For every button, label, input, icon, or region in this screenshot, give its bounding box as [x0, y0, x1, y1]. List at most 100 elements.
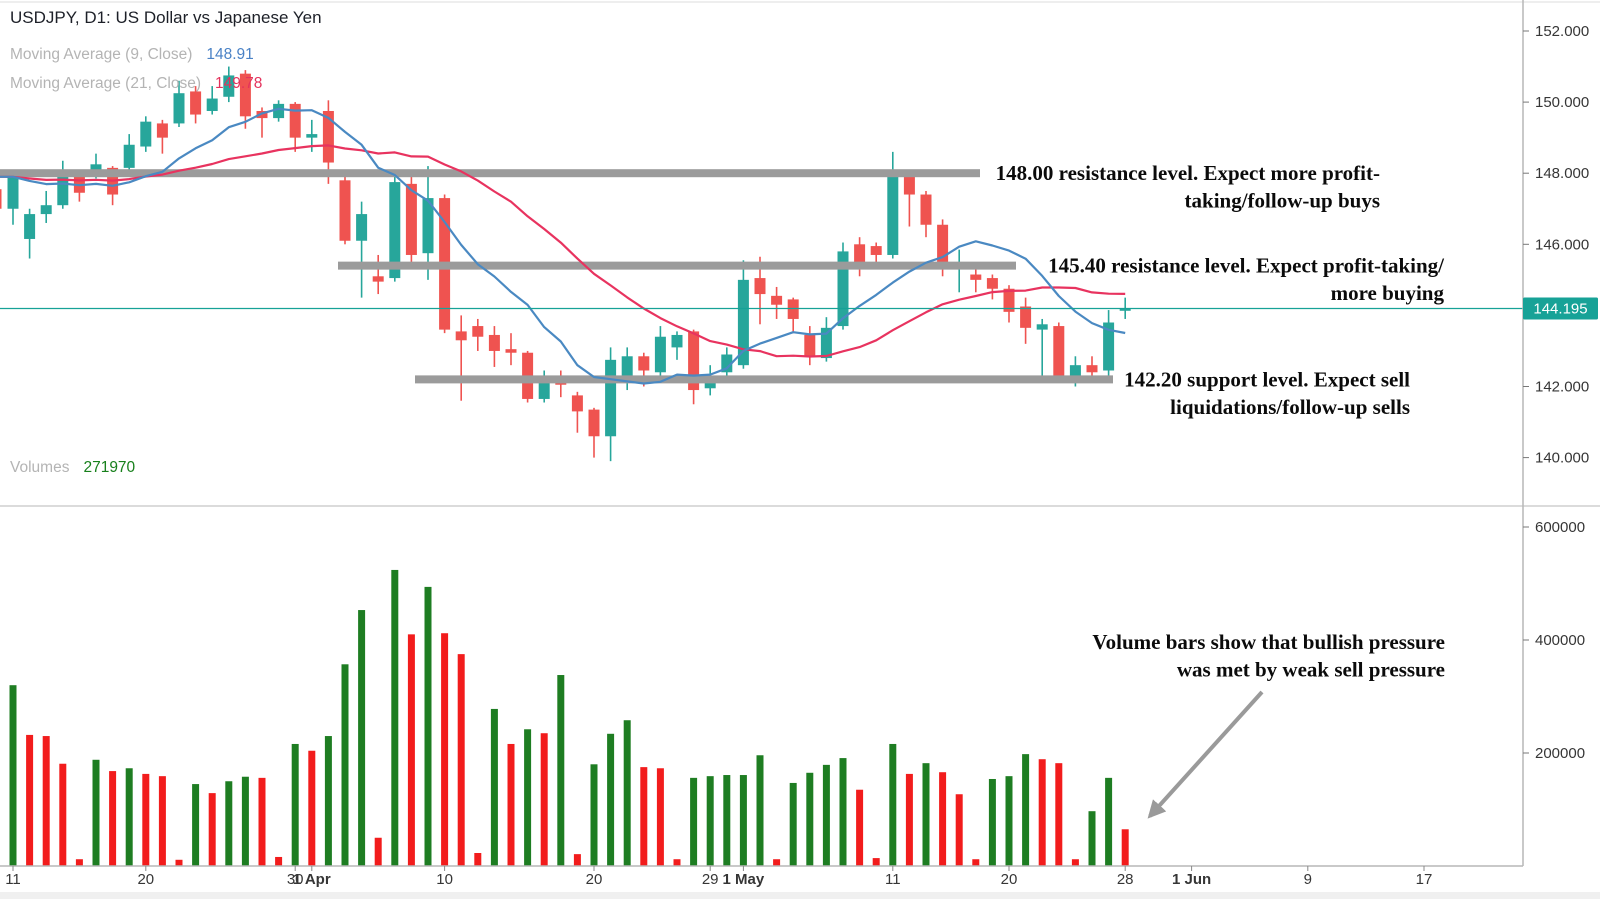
ma9-legend-row[interactable]: Moving Average (9, Close) 148.91 [10, 46, 254, 64]
candle-body [903, 174, 915, 195]
volume-bar [706, 776, 714, 866]
volume-bar [573, 854, 581, 866]
candle-body [937, 224, 949, 270]
volume-bar [1105, 777, 1113, 866]
candle-body [1086, 365, 1098, 373]
candle-body [455, 331, 467, 341]
volume-bar [26, 734, 34, 866]
date-axis-label: 20 [137, 871, 154, 888]
candle-body [322, 110, 334, 163]
last-price-badge-label: 144.195 [1533, 300, 1587, 317]
candle-body [538, 381, 550, 399]
volume-axis-label: 400000 [1535, 632, 1585, 649]
volume-bar [490, 708, 498, 866]
candle-body [721, 354, 733, 373]
candle-body [306, 134, 318, 138]
volume-bar [142, 773, 150, 866]
volume-bar [1055, 763, 1063, 866]
price-axis-label: 142.000 [1535, 379, 1589, 396]
volume-bar [407, 634, 415, 866]
ma21-legend-row[interactable]: Moving Average (21, Close) 149.78 [10, 75, 262, 93]
candle-body [57, 171, 69, 206]
volume-bar [839, 758, 847, 866]
candle-body [1053, 326, 1065, 376]
candle-body [688, 331, 700, 391]
candle-body [1103, 322, 1115, 371]
candle-body [1020, 306, 1032, 328]
volume-bar [208, 793, 216, 866]
price-axis-label: 146.000 [1535, 236, 1589, 253]
date-axis-label: 17 [1416, 871, 1433, 888]
volume-bar [955, 794, 963, 866]
volume-annotation: Volume bars show that bullish pressure [1092, 630, 1445, 654]
annotation-arrow [1147, 690, 1264, 819]
volume-bar [723, 775, 731, 866]
level-annotation: 142.20 support level. Expect sell [1124, 367, 1410, 391]
volume-bar [905, 773, 913, 866]
candle-body [787, 299, 799, 319]
date-axis-label: 28 [1117, 871, 1134, 888]
volume-bar [441, 633, 449, 866]
date-axis-label: 20 [586, 871, 603, 888]
volume-bar [291, 743, 299, 866]
date-axis-label: 1 Jun [1172, 871, 1211, 888]
level-bar [0, 169, 980, 178]
date-axis-label: 1 May [723, 871, 765, 888]
candle-body [206, 98, 218, 111]
level-annotation: 145.40 resistance level. Expect profit-t… [1048, 254, 1445, 278]
volume-bar [939, 772, 947, 866]
volume-bar [822, 764, 830, 866]
volumes-legend-label: Volumes [10, 459, 70, 476]
volume-bar [690, 777, 698, 866]
candle-body [737, 279, 749, 366]
candle-body [273, 103, 285, 119]
volume-bar [75, 859, 83, 866]
volume-bar [225, 781, 233, 866]
volume-bar [457, 654, 465, 866]
candle-body [621, 356, 633, 376]
candle-body [654, 336, 666, 373]
candle-body [422, 198, 434, 254]
volume-bar [192, 784, 200, 866]
ma9-legend-value: 148.91 [206, 46, 254, 63]
level-bar [338, 261, 1016, 270]
candle-body [40, 205, 52, 215]
candle-body [488, 334, 500, 351]
volume-bar [358, 610, 366, 866]
volume-bar [806, 772, 814, 866]
volume-bar [391, 569, 399, 866]
volume-bar [474, 853, 482, 866]
ma21-line [0, 144, 1126, 358]
volume-bar [275, 856, 283, 866]
volume-bar [739, 775, 747, 866]
candle-body [505, 349, 517, 353]
volume-bar [524, 729, 532, 866]
volume-bar [308, 750, 316, 866]
candles [0, 66, 1131, 462]
candle-body [405, 183, 417, 255]
candle-body [986, 278, 998, 289]
price-axis-label: 152.000 [1535, 23, 1589, 40]
volumes-legend-row[interactable]: Volumes 271970 [10, 459, 135, 477]
volume-bar [972, 859, 980, 866]
volume-pane [9, 569, 1129, 866]
volume-bar [1088, 811, 1096, 866]
volume-annotation: was met by weak sell pressure [1177, 658, 1445, 682]
date-axis-label: 10 [436, 871, 453, 888]
volume-bar [988, 778, 996, 866]
volume-bar [241, 776, 249, 866]
date-axis-label: 11 [5, 871, 21, 888]
volume-bar [1121, 829, 1129, 866]
candle-body [123, 144, 135, 168]
date-axis-label: 1 Apr [293, 871, 331, 888]
volume-bar [773, 859, 781, 866]
candle-body [820, 327, 832, 359]
level-annotation: more buying [1331, 281, 1445, 305]
last-price-badge[interactable] [1523, 297, 1598, 320]
level-annotation: 148.00 resistance level. Expect more pro… [996, 161, 1380, 185]
volume-bar [640, 767, 648, 866]
volume-bar [656, 768, 664, 866]
candle-body [140, 121, 152, 147]
